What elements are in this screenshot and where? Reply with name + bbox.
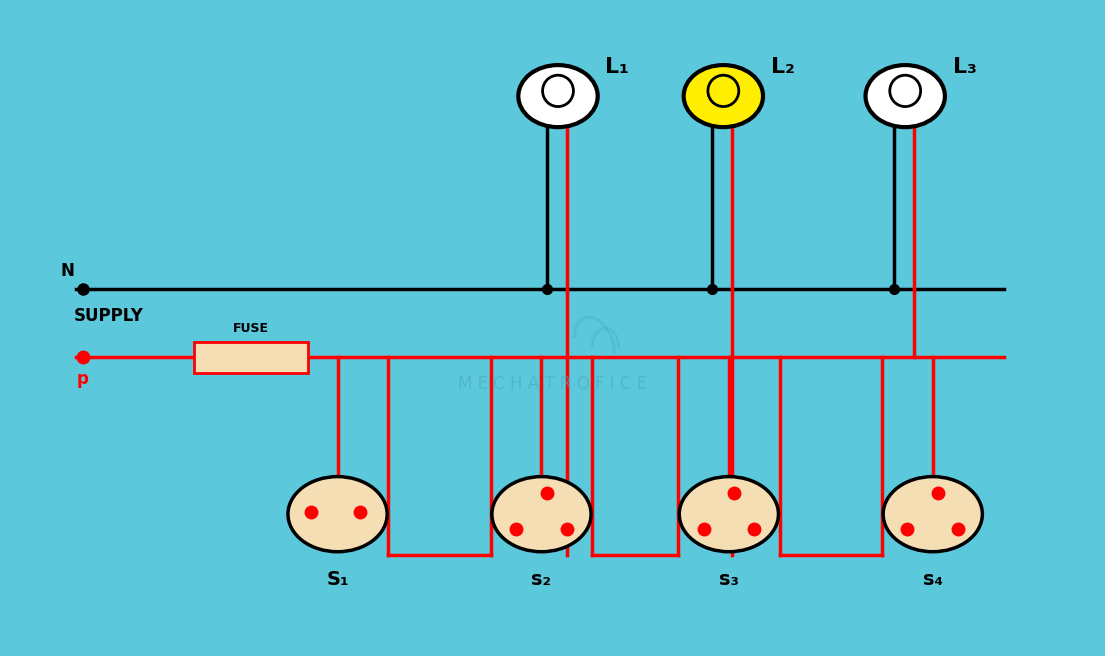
Text: SUPPLY: SUPPLY xyxy=(74,307,144,325)
Ellipse shape xyxy=(492,477,591,552)
Text: L₃: L₃ xyxy=(953,56,977,77)
Ellipse shape xyxy=(680,477,778,552)
Text: N: N xyxy=(61,262,74,279)
Text: L₂: L₂ xyxy=(771,56,794,77)
Ellipse shape xyxy=(708,75,739,106)
FancyBboxPatch shape xyxy=(194,342,308,373)
Ellipse shape xyxy=(684,65,764,127)
Text: s₂: s₂ xyxy=(532,569,551,588)
Text: s₃: s₃ xyxy=(719,569,739,588)
Text: s₄: s₄ xyxy=(923,569,943,588)
Ellipse shape xyxy=(543,75,573,106)
Ellipse shape xyxy=(883,477,982,552)
Text: L₁: L₁ xyxy=(606,56,629,77)
Ellipse shape xyxy=(288,477,387,552)
Text: FUSE: FUSE xyxy=(233,322,269,335)
Text: p: p xyxy=(77,371,88,388)
Ellipse shape xyxy=(890,75,920,106)
Text: M E C H A T R O F I C E: M E C H A T R O F I C E xyxy=(457,375,648,392)
Text: S₁: S₁ xyxy=(326,569,349,588)
Ellipse shape xyxy=(518,65,598,127)
Ellipse shape xyxy=(865,65,945,127)
